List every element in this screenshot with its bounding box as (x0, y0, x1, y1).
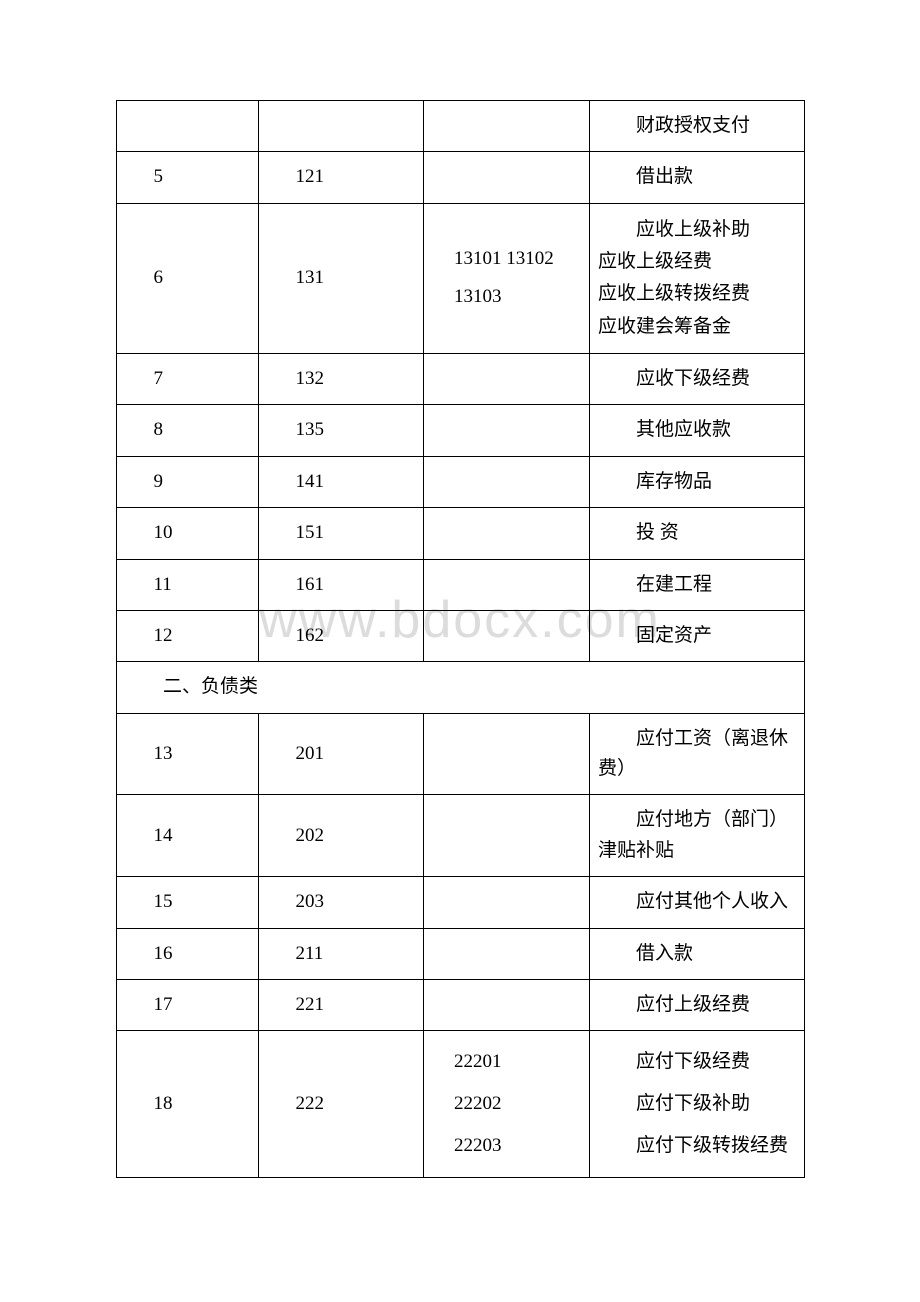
cell-text: 投 资 (598, 518, 796, 548)
cell-seq: 11 (117, 559, 259, 610)
cell-code: 132 (259, 353, 424, 404)
table-row: 12 162 固定资产 (117, 610, 805, 661)
cell-code: 221 (259, 980, 424, 1031)
table-row: 8 135 其他应收款 (117, 405, 805, 456)
cell-subcode (424, 456, 590, 507)
cell-name: 应付上级经费 (590, 980, 805, 1031)
cell-text: 固定资产 (598, 621, 796, 651)
cell-seq: 7 (117, 353, 259, 404)
cell-code: 211 (259, 928, 424, 979)
cell-text: 财政授权支付 (598, 111, 796, 141)
table-row: 14 202 应付地方（部门）津贴补贴 (117, 795, 805, 877)
table-row: 10 151 投 资 (117, 508, 805, 559)
cell-code: 131 (259, 203, 424, 353)
cell-seq: 9 (117, 456, 259, 507)
cell-text: 应付下级转拨经费 (598, 1128, 796, 1164)
cell-text: 应付工资（离退休费） (598, 724, 796, 785)
cell-name: 投 资 (590, 508, 805, 559)
table-body: 财政授权支付 5 121 借出款 6 131 13101 13102 13103… (117, 101, 805, 1178)
cell-text: 应收上级补助 (598, 214, 796, 246)
cell-code: 162 (259, 610, 424, 661)
cell-name: 应付地方（部门）津贴补贴 (590, 795, 805, 877)
cell-seq: 16 (117, 928, 259, 979)
cell-code: 141 (259, 456, 424, 507)
cell-subcode (424, 508, 590, 559)
cell-subcode (424, 795, 590, 877)
table-row: 6 131 13101 13102 13103 应收上级补助 应收上级经费 应收… (117, 203, 805, 353)
cell-text: 其他应收款 (598, 415, 796, 445)
cell-name: 应付下级经费 应付下级补助 应付下级转拨经费 (590, 1031, 805, 1177)
cell-code: 203 (259, 877, 424, 928)
cell-name: 固定资产 (590, 610, 805, 661)
cell-subcode (424, 101, 590, 152)
table-row: 7 132 应收下级经费 (117, 353, 805, 404)
cell-seq: 13 (117, 713, 259, 795)
table-section-row: 二、负债类 (117, 662, 805, 713)
table-row: 财政授权支付 (117, 101, 805, 152)
cell-code: 222 (259, 1031, 424, 1177)
cell-code: 161 (259, 559, 424, 610)
cell-subcode (424, 559, 590, 610)
cell-name: 应收下级经费 (590, 353, 805, 404)
cell-seq: 8 (117, 405, 259, 456)
cell-seq: 6 (117, 203, 259, 353)
cell-text: 借入款 (598, 939, 796, 969)
cell-name: 借入款 (590, 928, 805, 979)
table-row: 16 211 借入款 (117, 928, 805, 979)
cell-text: 库存物品 (598, 467, 796, 497)
table-row: 17 221 应付上级经费 (117, 980, 805, 1031)
cell-code: 151 (259, 508, 424, 559)
table-row: 5 121 借出款 (117, 152, 805, 203)
cell-seq: 15 (117, 877, 259, 928)
cell-text: 应付下级补助 (598, 1086, 796, 1122)
cell-text: 应收下级经费 (598, 364, 796, 394)
cell-text: 应付其他个人收入 (598, 887, 796, 917)
cell-subcode (424, 928, 590, 979)
cell-code: 135 (259, 405, 424, 456)
accounting-table: 财政授权支付 5 121 借出款 6 131 13101 13102 13103… (116, 100, 805, 1178)
cell-seq: 10 (117, 508, 259, 559)
cell-name: 应付工资（离退休费） (590, 713, 805, 795)
cell-text: 借出款 (598, 162, 796, 192)
table-row: 15 203 应付其他个人收入 (117, 877, 805, 928)
table-row: 13 201 应付工资（离退休费） (117, 713, 805, 795)
cell-name: 库存物品 (590, 456, 805, 507)
cell-name: 其他应收款 (590, 405, 805, 456)
cell-name: 在建工程 (590, 559, 805, 610)
cell-seq: 18 (117, 1031, 259, 1177)
cell-subcode (424, 353, 590, 404)
cell-subcode: 22201 22202 22203 (424, 1031, 590, 1177)
cell-name: 财政授权支付 (590, 101, 805, 152)
cell-text: 在建工程 (598, 570, 796, 600)
cell-text: 应收上级转拨经费 (598, 278, 796, 310)
cell-subcode (424, 980, 590, 1031)
cell-name: 借出款 (590, 152, 805, 203)
cell-code (259, 101, 424, 152)
cell-subcode (424, 713, 590, 795)
cell-subcode (424, 405, 590, 456)
cell-name: 应付其他个人收入 (590, 877, 805, 928)
section-header: 二、负债类 (117, 662, 805, 713)
cell-seq (117, 101, 259, 152)
cell-subcode (424, 610, 590, 661)
cell-seq: 12 (117, 610, 259, 661)
table-row: 11 161 在建工程 (117, 559, 805, 610)
cell-text: 应付下级经费 (598, 1044, 796, 1080)
cell-code: 201 (259, 713, 424, 795)
cell-seq: 5 (117, 152, 259, 203)
cell-subcode: 13101 13102 13103 (424, 203, 590, 353)
table-row: 9 141 库存物品 (117, 456, 805, 507)
cell-subcode (424, 152, 590, 203)
cell-code: 202 (259, 795, 424, 877)
table-row: 18 222 22201 22202 22203 应付下级经费 应付下级补助 应… (117, 1031, 805, 1177)
cell-text: 应收上级经费 (598, 246, 796, 278)
cell-text: 应收建会筹备金 (598, 311, 796, 343)
cell-seq: 17 (117, 980, 259, 1031)
cell-name: 应收上级补助 应收上级经费 应收上级转拨经费 应收建会筹备金 (590, 203, 805, 353)
cell-subcode (424, 877, 590, 928)
cell-text: 应付地方（部门）津贴补贴 (598, 805, 796, 866)
cell-seq: 14 (117, 795, 259, 877)
cell-text: 应付上级经费 (598, 990, 796, 1020)
cell-code: 121 (259, 152, 424, 203)
